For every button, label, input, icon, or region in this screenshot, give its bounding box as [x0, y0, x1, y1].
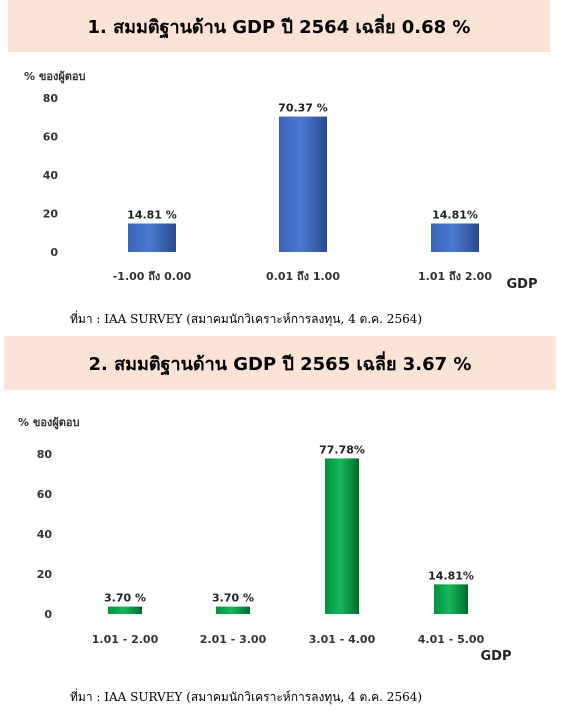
chart1-bar	[431, 223, 479, 252]
chart1-x-tick-label: 1.01 ถึง 2.00	[418, 270, 492, 283]
chart2-y-tick-label: 80	[37, 448, 53, 461]
chart2-banner-title: 2. สมมติฐานด้าน GDP ปี 2565 เฉลี่ย 3.67 …	[4, 336, 556, 390]
chart2-x-tick-label: 4.01 - 5.00	[418, 633, 485, 646]
chart1-bar	[279, 116, 327, 252]
chart2-bar	[108, 606, 142, 614]
chart1-data-label: 14.81%	[432, 208, 478, 221]
chart1-y-axis-label: % ของผู้ตอบ	[24, 70, 86, 84]
chart1-source-note: ที่มา : IAA SURVEY (สมาคมนักวิเคราะห์การ…	[70, 312, 423, 326]
chart1-x-tick-label: 0.01 ถึง 1.00	[266, 270, 340, 283]
chart2-data-label: 77.78%	[319, 443, 365, 456]
chart1-y-tick-label: 40	[43, 169, 59, 182]
chart1-y-tick-label: 20	[43, 208, 59, 221]
chart2-x-tick-label: 3.01 - 4.00	[309, 633, 376, 646]
chart1-y-tick-label: 0	[50, 246, 58, 259]
chart2-y-tick-label: 40	[37, 528, 53, 541]
chart1-x-tick-label: -1.00 ถึง 0.00	[113, 270, 192, 283]
chart2-y-tick-label: 60	[37, 488, 53, 501]
chart2-bar	[434, 584, 468, 614]
chart2-x-tick-label: 1.01 - 2.00	[92, 633, 159, 646]
chart1-banner-title: 1. สมมติฐานด้าน GDP ปี 2564 เฉลี่ย 0.68 …	[8, 0, 550, 52]
chart1-svg: % ของผู้ตอบ 0 20 40 60 80 14.81 % -1.00 ถึง 0.0…	[24, 70, 538, 292]
chart2-data-label: 14.81%	[428, 569, 474, 582]
chart1-data-label: 14.81 %	[127, 208, 177, 221]
chart1-y-tick-label: 80	[43, 92, 59, 105]
chart1-data-label: 70.37 %	[278, 102, 328, 115]
chart2-bar	[325, 458, 359, 614]
chart2-y-axis-label: % ของผู้ตอบ	[18, 416, 80, 430]
chart2-bar	[216, 606, 250, 614]
chart2-data-label: 3.70 %	[212, 592, 254, 605]
chart1-x-axis-label: GDP	[507, 277, 538, 292]
chart2-y-tick-label: 0	[44, 608, 52, 621]
chart1-bar	[128, 223, 176, 252]
chart2-x-axis-label: GDP	[481, 649, 512, 664]
chart2-data-label: 3.70 %	[104, 592, 146, 605]
chart2-x-tick-label: 2.01 - 3.00	[200, 633, 267, 646]
chart2-y-tick-label: 20	[37, 568, 53, 581]
chart2-source-note: ที่มา : IAA SURVEY (สมาคมนักวิเคราะห์การ…	[70, 690, 423, 704]
chart2-svg: % ของผู้ตอบ 0 20 40 60 80 3.70 % 1.01 - 2.00 3.7…	[18, 416, 512, 664]
chart1-y-tick-label: 60	[43, 131, 59, 144]
